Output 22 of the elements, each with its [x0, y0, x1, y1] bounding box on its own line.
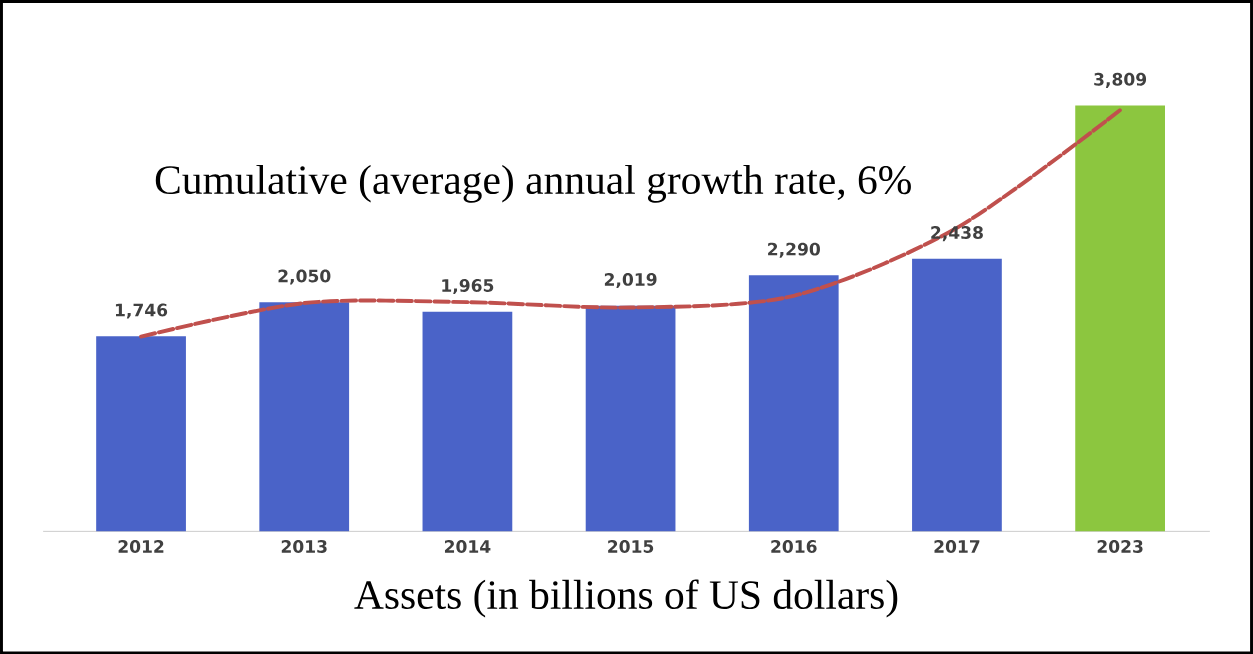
bar	[259, 302, 350, 532]
bar	[585, 305, 676, 532]
x-tick-label: 2016	[771, 539, 817, 553]
bar	[96, 335, 186, 532]
bar	[912, 258, 1002, 532]
x-tick-label: 2014	[444, 539, 491, 553]
data-label: 2,050	[278, 269, 331, 285]
data-label: 2,019	[604, 272, 657, 288]
x-tick-label: 2012	[118, 539, 164, 553]
x-axis-title: Assets (in billions of US dollars)	[354, 579, 898, 618]
data-label: 1,746	[115, 303, 168, 319]
data-label: 2,290	[768, 242, 820, 258]
x-tick-label: 2017	[934, 539, 980, 553]
bar	[748, 275, 839, 532]
bar	[422, 311, 513, 532]
x-tick-label: 2013	[281, 539, 327, 553]
data-label: 1,965	[442, 278, 494, 294]
bar	[1075, 105, 1165, 532]
x-tick-label: 2015	[608, 539, 654, 553]
x-tick-label: 2023	[1097, 539, 1143, 553]
data-label: 3,809	[1094, 72, 1147, 88]
annotation: Cumulative (average) annual growth rate, 6%	[155, 164, 911, 203]
